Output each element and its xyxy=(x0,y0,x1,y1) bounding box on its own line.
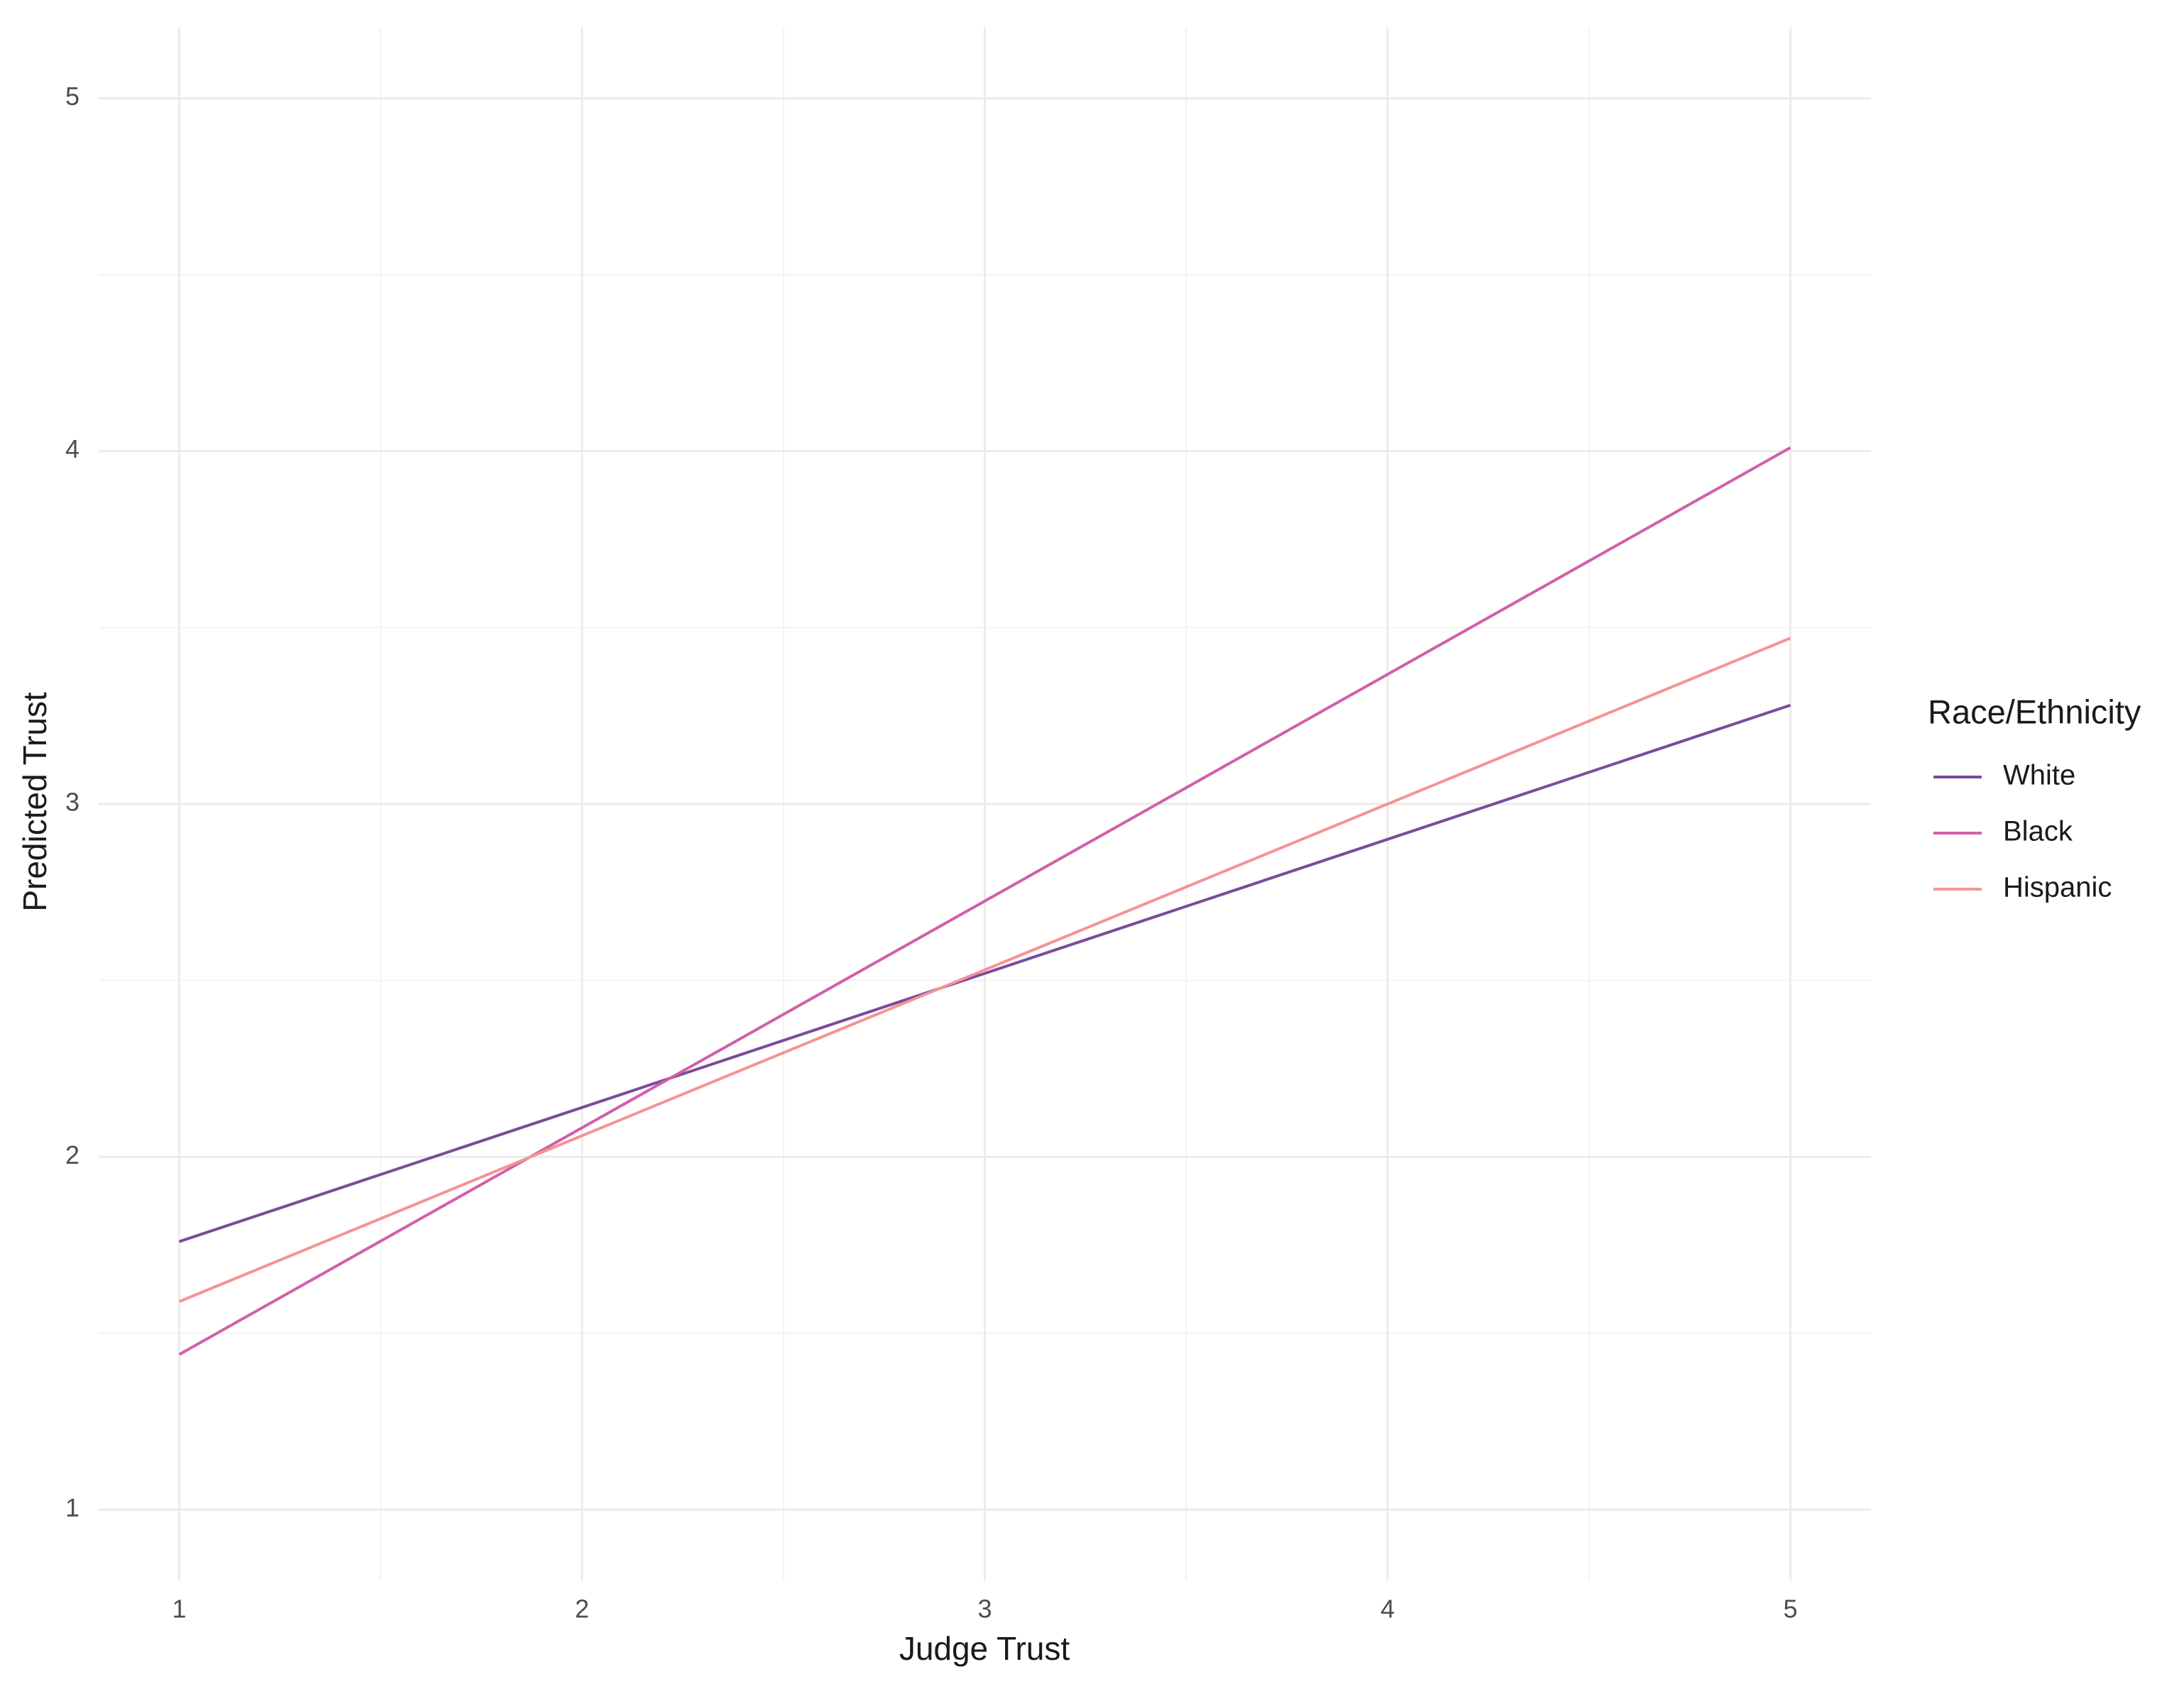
x-tick-label: 5 xyxy=(1783,1595,1797,1624)
series-line xyxy=(178,446,1791,1356)
x-tick-label: 4 xyxy=(1381,1595,1395,1624)
series-line xyxy=(178,637,1791,1303)
x-tick-label: 2 xyxy=(575,1595,589,1624)
series-line xyxy=(178,703,1791,1243)
x-tick-label: 3 xyxy=(977,1595,992,1624)
y-tick-label: 5 xyxy=(65,82,79,111)
y-axis-title: Predicted Trust xyxy=(16,692,53,912)
x-axis-title: Judge Trust xyxy=(899,1630,1070,1667)
y-tick-label: 4 xyxy=(65,434,79,463)
legend-title: Race/Ethnicity xyxy=(1928,693,2141,730)
y-tick-label: 3 xyxy=(65,788,79,817)
legend-label: White xyxy=(2003,760,2075,791)
legend-label: Black xyxy=(2003,816,2073,847)
x-tick-label: 1 xyxy=(172,1595,186,1624)
legend-label: Hispanic xyxy=(2003,872,2112,903)
y-tick-label: 1 xyxy=(65,1493,79,1522)
y-tick-label: 2 xyxy=(65,1140,79,1169)
